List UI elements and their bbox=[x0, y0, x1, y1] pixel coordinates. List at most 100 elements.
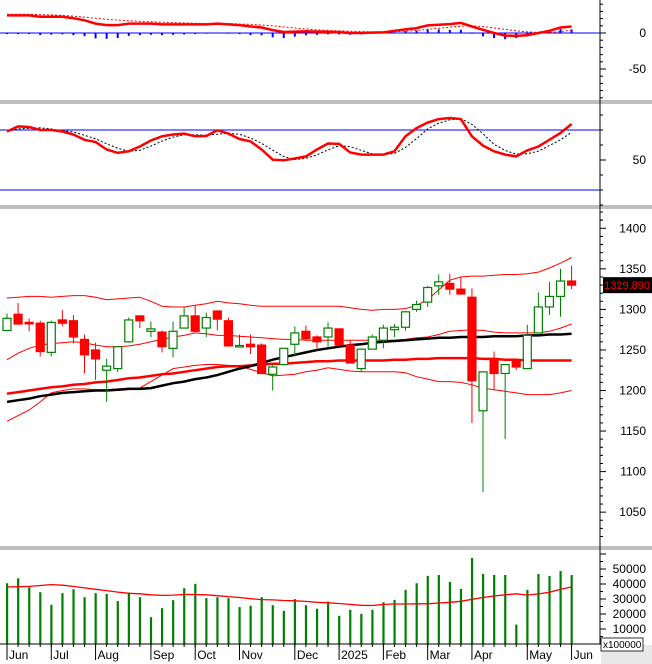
x-axis-month-label: Dec bbox=[297, 648, 318, 662]
volume-bar bbox=[227, 598, 230, 644]
candle-body bbox=[345, 344, 355, 364]
candle-body bbox=[467, 296, 477, 382]
volume-bar bbox=[194, 583, 197, 644]
volume-moving-average bbox=[6, 583, 572, 607]
candle-body bbox=[301, 330, 311, 340]
volume-bar bbox=[570, 575, 573, 644]
volume-tick-label: 30000 bbox=[613, 592, 647, 606]
candle-body bbox=[257, 344, 267, 375]
candle-body bbox=[566, 280, 577, 286]
volume-bar bbox=[459, 588, 463, 644]
x-axis-month-label: Nov bbox=[241, 648, 262, 662]
x-axis-month-label: 2025 bbox=[341, 648, 368, 662]
candle-body bbox=[544, 295, 555, 308]
volume-bar bbox=[72, 589, 75, 644]
candle-body bbox=[423, 286, 433, 303]
volume-tick-label: 10000 bbox=[613, 622, 647, 636]
candle-body bbox=[356, 348, 366, 370]
volume-bar bbox=[83, 597, 86, 644]
candle-body bbox=[445, 282, 455, 290]
candle-body bbox=[190, 315, 200, 332]
bollinger-upper-band bbox=[6, 257, 572, 311]
candle-body bbox=[35, 322, 45, 353]
candle-body bbox=[201, 316, 211, 329]
volume-bar bbox=[183, 588, 186, 644]
volume-tick-label: 50000 bbox=[613, 562, 647, 576]
volume-tick-label: 20000 bbox=[613, 607, 647, 621]
volume-bar bbox=[515, 624, 518, 644]
candle-body bbox=[13, 313, 23, 325]
volume-bar bbox=[238, 607, 241, 644]
volume-bar bbox=[426, 575, 429, 644]
volume-bar bbox=[482, 573, 485, 644]
x-axis-month-label: Feb bbox=[385, 648, 406, 662]
x-axis-month-label: Jun bbox=[574, 648, 593, 662]
volume-bar bbox=[338, 615, 341, 644]
volume-bar bbox=[17, 578, 20, 644]
volume-bar bbox=[249, 605, 252, 644]
macd-tick-label: -50 bbox=[629, 62, 647, 76]
rsi-line bbox=[6, 116, 573, 162]
volume-bar bbox=[105, 593, 108, 644]
volume-bar bbox=[94, 593, 97, 644]
x-axis-month-label: Sep bbox=[153, 648, 175, 662]
volume-unit-label: x100000 bbox=[603, 640, 642, 651]
price-tick-label: 1400 bbox=[619, 221, 646, 235]
volume-bar bbox=[293, 599, 297, 644]
x-axis-month-label: Jun bbox=[9, 648, 28, 662]
x-axis-month-label: Mar bbox=[430, 648, 451, 662]
volume-bar bbox=[216, 597, 219, 644]
candle-body bbox=[411, 303, 422, 310]
volume-bar bbox=[404, 589, 407, 644]
candle-body bbox=[168, 330, 178, 349]
price-tick-label: 1350 bbox=[619, 262, 646, 276]
volume-bar bbox=[138, 597, 142, 644]
volume-unit-box bbox=[600, 637, 644, 652]
candle-body bbox=[456, 288, 466, 295]
candle-body bbox=[146, 328, 156, 332]
candle-body bbox=[489, 359, 499, 375]
x-axis-month-label: Jul bbox=[53, 648, 68, 662]
candle-body bbox=[378, 327, 388, 341]
volume-bar bbox=[393, 599, 396, 644]
volume-bar bbox=[304, 605, 308, 644]
volume-bar bbox=[415, 583, 418, 644]
candle-body bbox=[268, 366, 278, 375]
volume-bar bbox=[349, 609, 352, 644]
volume-bar bbox=[360, 613, 363, 644]
candle-body bbox=[312, 336, 322, 343]
moving-average-red bbox=[6, 356, 572, 395]
volume-bar bbox=[526, 589, 529, 644]
volume-bar bbox=[559, 570, 562, 644]
candle-body bbox=[179, 315, 189, 329]
candle-body bbox=[245, 343, 256, 348]
moving-average-black bbox=[6, 332, 572, 404]
candle-body bbox=[157, 331, 167, 348]
volume-bar bbox=[116, 601, 119, 644]
candle-body bbox=[135, 315, 145, 322]
candle-body bbox=[113, 346, 123, 370]
candle-body bbox=[323, 327, 333, 338]
volume-bar bbox=[172, 600, 175, 644]
volume-bar bbox=[537, 573, 540, 644]
volume-bar bbox=[39, 592, 42, 644]
candle-body bbox=[400, 311, 411, 328]
candle-body bbox=[334, 328, 344, 346]
candle-body bbox=[57, 319, 67, 324]
volume-bar bbox=[327, 601, 330, 644]
candle-body bbox=[555, 280, 566, 298]
price-tick-label: 1050 bbox=[619, 505, 646, 519]
candle-body bbox=[500, 363, 510, 375]
volume-bar bbox=[271, 605, 274, 644]
candle-body bbox=[478, 371, 488, 412]
volume-bar bbox=[260, 597, 263, 644]
candle-body bbox=[234, 344, 245, 348]
volume-bar bbox=[315, 608, 319, 644]
candle-body bbox=[124, 319, 134, 343]
rsi-signal-line bbox=[6, 118, 572, 161]
candle-body bbox=[389, 326, 400, 331]
price-tick-label: 1150 bbox=[620, 424, 646, 438]
candle-body bbox=[434, 281, 444, 287]
